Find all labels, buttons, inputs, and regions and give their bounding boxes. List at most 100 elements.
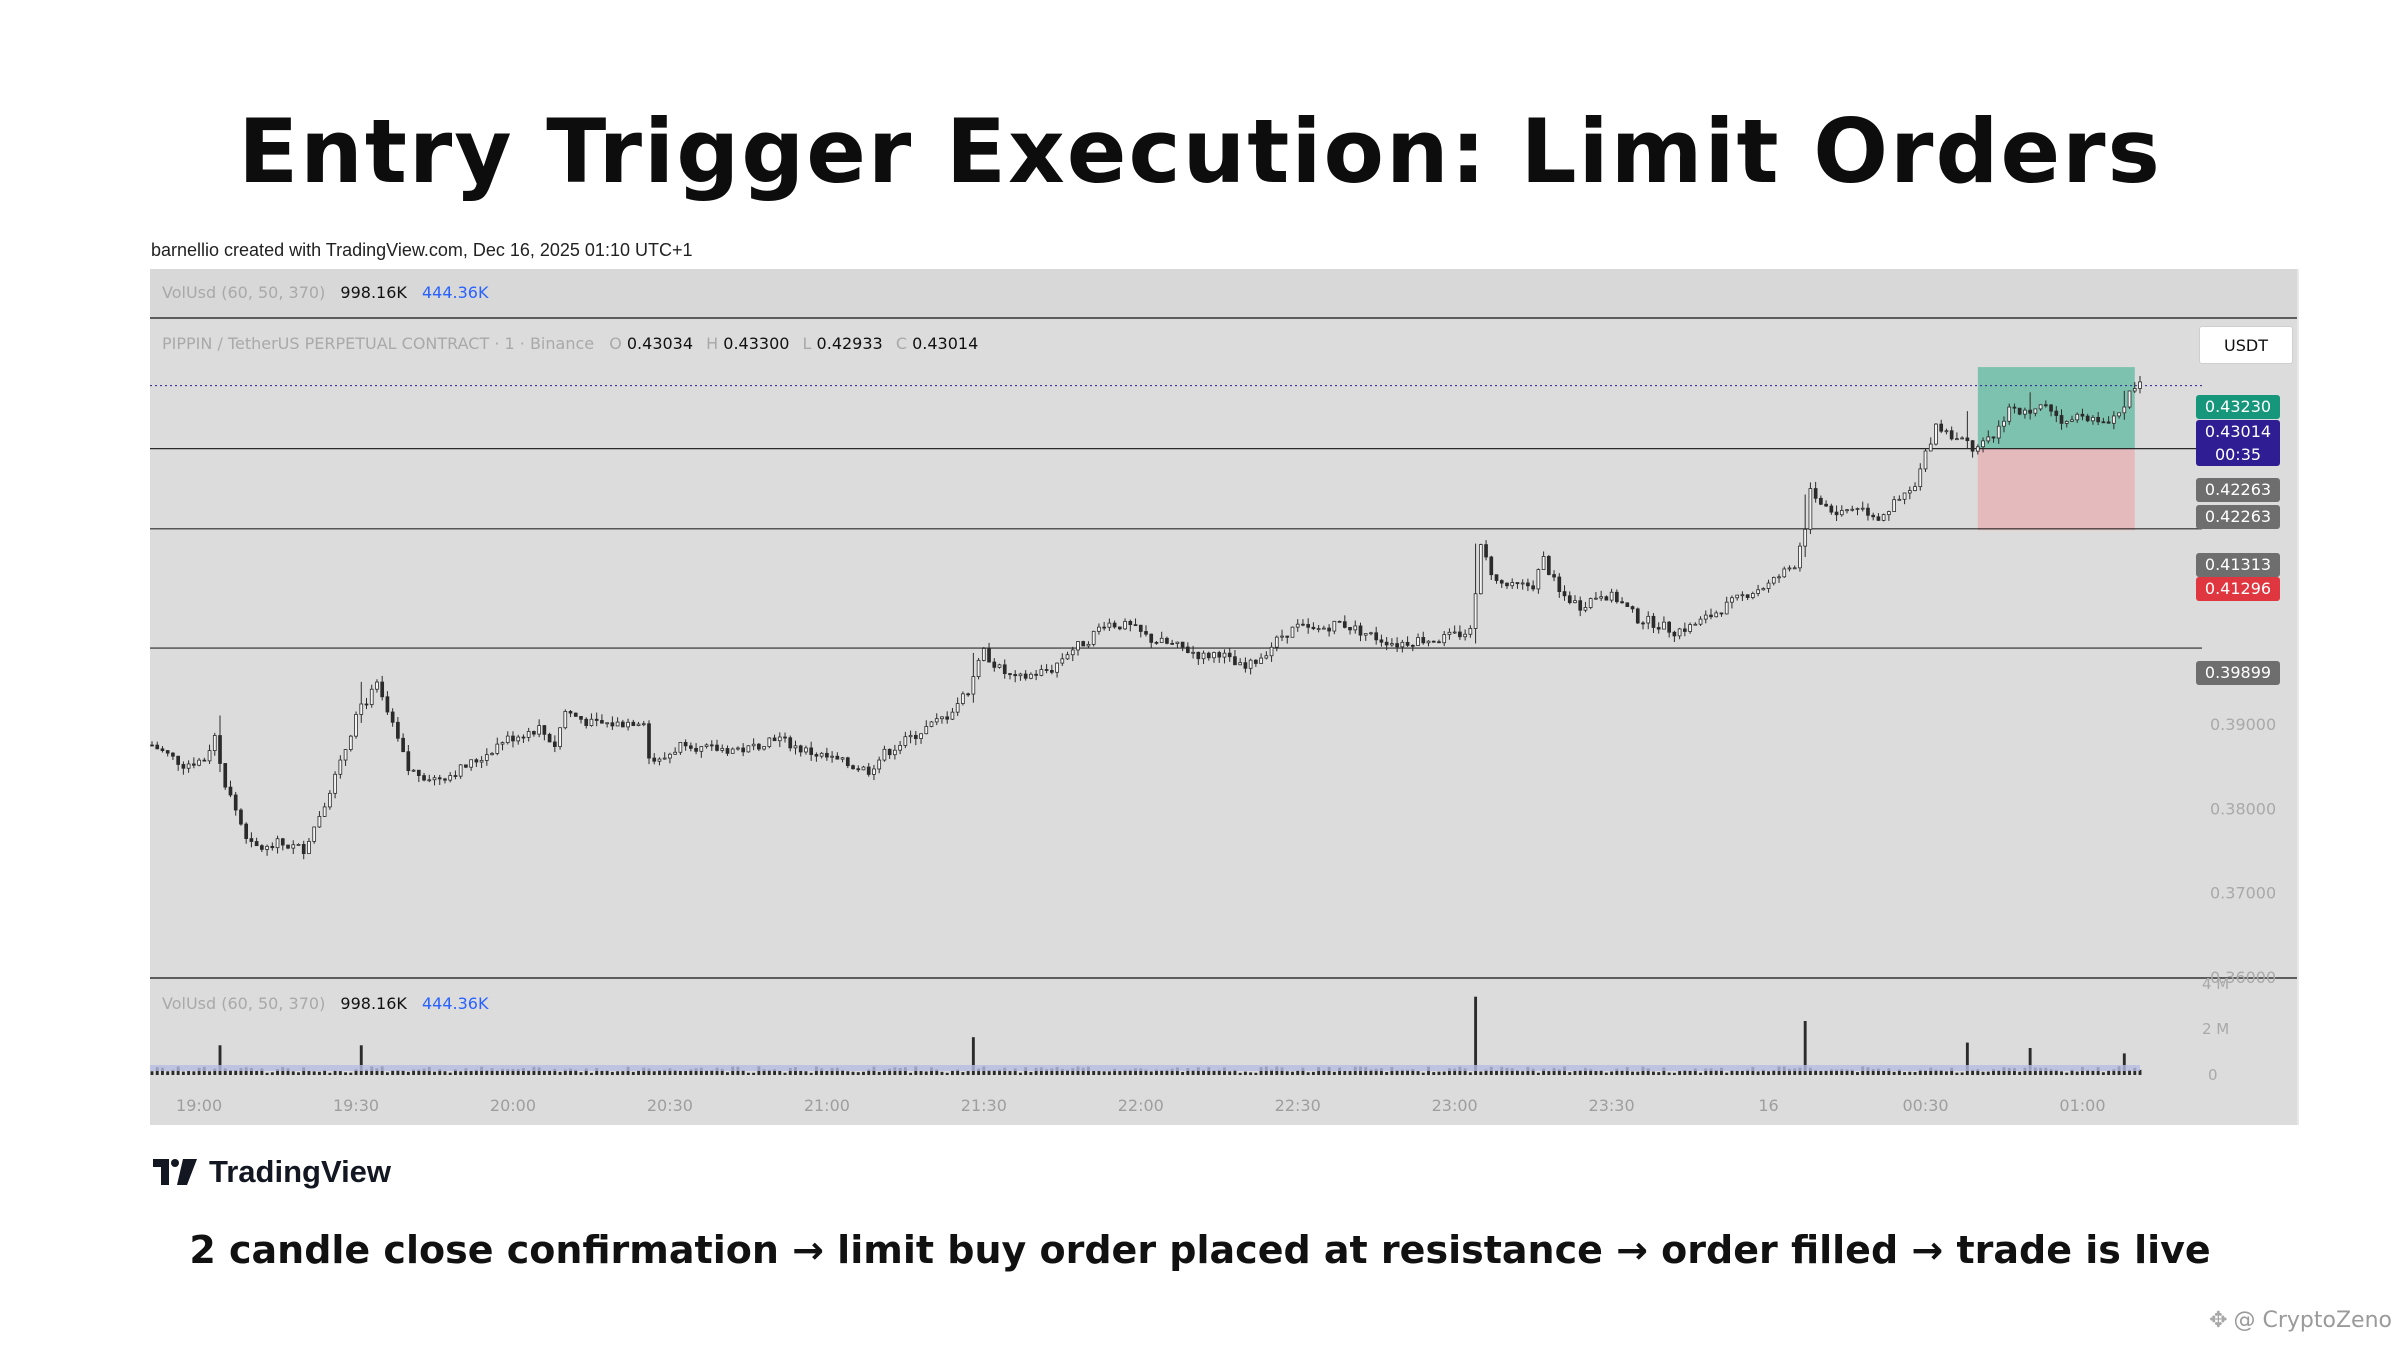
candle-body (1552, 574, 1556, 578)
volume-bar (1740, 1070, 1744, 1075)
candle-body (568, 711, 573, 714)
candle-body (1243, 662, 1248, 669)
candle-body (2070, 419, 2074, 422)
volume-bar (1594, 1071, 1598, 1075)
candle-body (348, 735, 353, 750)
trading-chart[interactable]: VolUsd (60, 50, 370) 998.16K 444.36K PIP… (150, 269, 2297, 1125)
volume-bar (166, 1071, 170, 1075)
volume-moving-average (150, 1065, 2140, 1071)
volume-bar (1667, 1072, 1671, 1075)
volume-bar (1950, 1067, 1954, 1075)
volume-bar (197, 1067, 201, 1075)
candle-body (636, 723, 641, 726)
candle-body (1180, 641, 1185, 648)
volume-bar (1050, 1068, 1054, 1075)
position-tool-layer[interactable] (1977, 367, 2135, 531)
volume-bar (1113, 1068, 1117, 1075)
volume-bar (223, 1068, 227, 1075)
candle-body (788, 737, 793, 749)
candle-body (709, 744, 714, 747)
y-axis-tick-label: 0.39000 (2210, 715, 2276, 734)
volume-bar (1986, 1071, 1990, 1075)
slide-title: Entry Trigger Execution: Limit Orders (238, 100, 2162, 203)
candle-body (1133, 624, 1138, 627)
volume-bar (553, 1068, 557, 1075)
volume-bar (1107, 1071, 1111, 1075)
candle-body (1996, 425, 2001, 439)
candle-body (736, 747, 740, 750)
volume-bar (1186, 1068, 1190, 1075)
volume-bar (307, 1071, 311, 1075)
candle-body (1751, 593, 1755, 598)
x-axis-tick-label: 23:00 (1432, 1096, 1478, 1115)
volume-bar (778, 1070, 782, 1075)
top-indicator-line: VolUsd (60, 50, 370) 998.16K 444.36K (162, 283, 489, 302)
volume-bar (956, 1069, 960, 1075)
position-loss-zone (1977, 448, 2135, 531)
volume-bar (924, 1071, 928, 1075)
candle-body (694, 747, 698, 752)
candle-body (1709, 614, 1713, 618)
volume-bar (1803, 1021, 1807, 1075)
volume-bar (992, 1070, 996, 1075)
currency-unit-button[interactable]: USDT (2199, 326, 2293, 364)
volume-bar (453, 1069, 457, 1075)
volume-bar (2075, 1071, 2079, 1075)
candle-body (1792, 567, 1797, 570)
candle-body (1421, 637, 1426, 644)
candle-body (704, 744, 709, 747)
candle-body (1944, 430, 1949, 433)
candle-body (746, 745, 751, 753)
candle-body (1013, 674, 1018, 677)
candle-body (647, 723, 651, 759)
volume-bar (930, 1067, 933, 1075)
candle-body (1667, 621, 1671, 633)
x-axis-tick-label: 16 (1758, 1096, 1778, 1115)
volume-bar (1249, 1072, 1253, 1075)
candle-body (181, 764, 186, 769)
volume-bar (2007, 1067, 2011, 1075)
volume-bar (1976, 1069, 1980, 1075)
candle-body (1499, 580, 1504, 584)
volume-bar (406, 1071, 410, 1075)
candle-body (777, 736, 782, 742)
price-tag-last-text: 0.43014 (2205, 422, 2271, 441)
candle-body (1839, 510, 1844, 516)
candle-body (364, 703, 369, 706)
candle-body (1557, 576, 1562, 593)
candle-body (1583, 607, 1588, 611)
volume-bar (260, 1068, 264, 1075)
candle-body (908, 734, 913, 738)
candle-body (1813, 488, 1818, 499)
candle-body (997, 664, 1002, 668)
volume-bar (1092, 1070, 1096, 1075)
candle-body (1683, 628, 1687, 632)
volume-bar (1385, 1071, 1389, 1075)
volume-bar (846, 1071, 850, 1075)
candle-body (981, 648, 986, 661)
volume-bar (584, 1068, 588, 1075)
volume-bar (396, 1069, 400, 1075)
candle-body (898, 745, 902, 751)
candle-body (495, 743, 500, 754)
volume-bar (720, 1068, 724, 1075)
volume-bar (1406, 1069, 1410, 1075)
candle-body (1876, 516, 1881, 521)
candle-body (1892, 499, 1896, 512)
volume-bar (1066, 1069, 1069, 1075)
volume-bar (1175, 1067, 1179, 1075)
candle-body (725, 748, 730, 754)
volume-bar (1610, 1071, 1614, 1075)
candle-body (2043, 404, 2048, 407)
volume-bar (851, 1071, 855, 1075)
volume-bar (1924, 1070, 1927, 1075)
volume-bar (1662, 1067, 1666, 1075)
ohlc-low-label: L (803, 334, 812, 353)
candle-body (265, 845, 269, 850)
candle-body (1845, 509, 1849, 512)
candle-body (913, 734, 918, 739)
candle-body (1447, 631, 1452, 635)
volume-bar (417, 1069, 421, 1075)
volume-bar (1897, 1069, 1901, 1075)
candle-body (155, 744, 160, 750)
